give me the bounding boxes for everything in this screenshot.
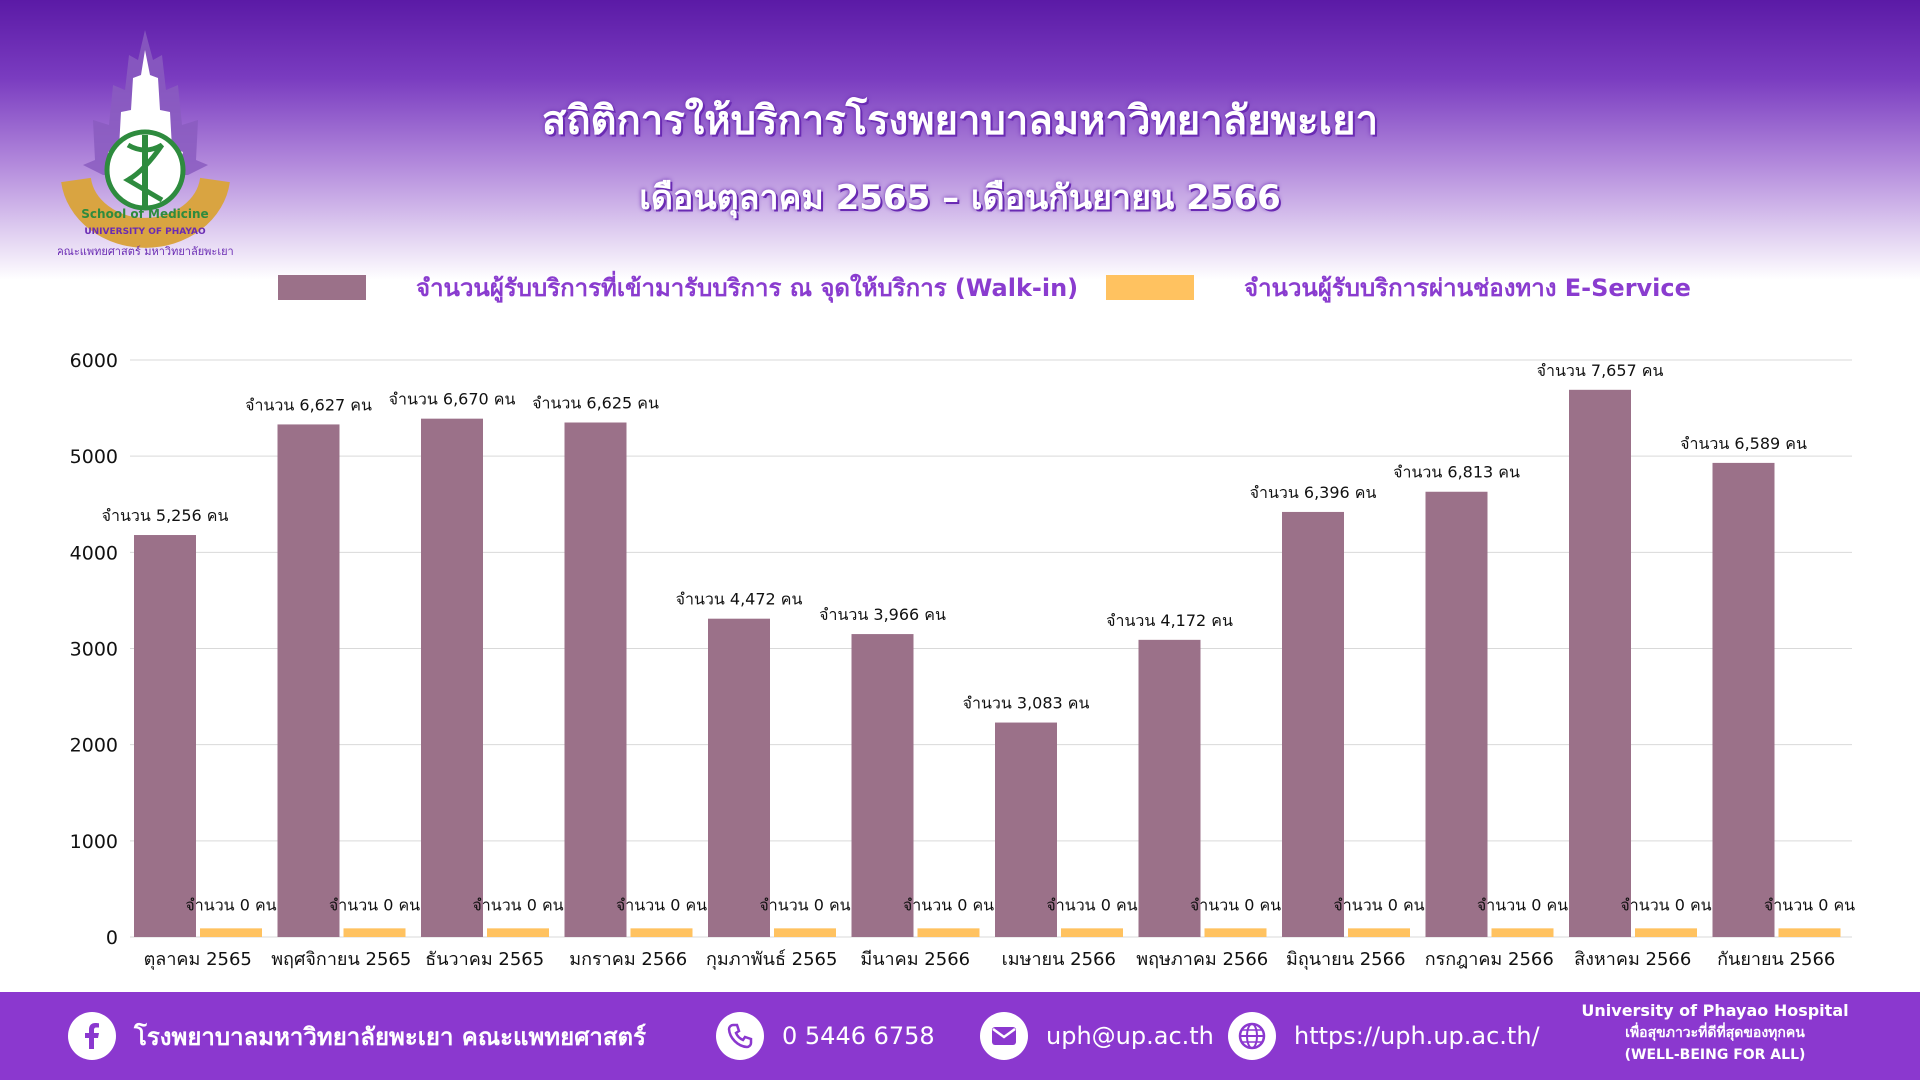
bar-walkin [1425,491,1488,937]
x-tick-label: พฤษภาคม 2566 [1136,949,1268,970]
email-icon [980,1012,1028,1060]
data-label-eservice: จำนวน 0 คน [616,895,707,914]
y-tick-label: 2000 [70,735,118,757]
bar-walkin [1712,462,1775,937]
legend-swatch-eservice [1106,275,1194,300]
y-tick-label: 3000 [70,639,118,661]
bar-walkin [277,424,340,938]
data-label-walkin: จำนวน 6,670 คน [389,390,516,409]
footer-email[interactable]: uph@up.ac.th [980,992,1214,1080]
header-banner: คณะแพทยศาสตร์ มหาวิทยาลัยพะเยา School of… [0,0,1920,280]
data-label-eservice: จำนวน 0 คน [185,895,276,914]
bar-eservice [1204,928,1267,937]
svg-text:คณะแพทยศาสตร์ มหาวิทยาลัยพะเยา: คณะแพทยศาสตร์ มหาวิทยาลัยพะเยา [58,245,233,258]
data-label-walkin: จำนวน 6,396 คน [1250,483,1377,502]
data-label-walkin: จำนวน 3,966 คน [819,605,946,624]
y-tick-label: 5000 [70,446,118,468]
footer-email-label: uph@up.ac.th [1046,1022,1214,1050]
bar-walkin [134,535,196,937]
data-label-eservice: จำนวน 0 คน [1620,895,1711,914]
data-label-eservice: จำนวน 0 คน [329,895,420,914]
legend-swatch-walkin [278,275,366,300]
bar-walkin [851,634,914,937]
data-label-walkin: จำนวน 3,083 คน [963,694,1090,713]
footer-website-label: https://uph.up.ac.th/ [1294,1022,1540,1050]
page-subtitle: เดือนตุลาคม 2565 – เดือนกันยายน 2566 [639,178,1281,218]
phone-icon [716,1012,764,1060]
x-tick-label: กันยายน 2566 [1717,949,1835,970]
x-tick-label: ธันวาคม 2565 [425,949,544,970]
x-tick-label: มีนาคม 2566 [860,949,970,970]
footer-bar: โรงพยาบาลมหาวิทยาลัยพะเยา คณะแพทยศาสตร์ … [0,992,1920,1080]
bar-eservice [1348,928,1410,937]
bar-eservice [774,928,836,937]
bar-eservice [200,928,262,937]
bar-walkin [1138,639,1201,937]
globe-icon [1228,1012,1276,1060]
y-tick-label: 1000 [70,831,118,853]
footer-org-block: University of Phayao Hospital เพื่อสุขภา… [1570,1000,1860,1066]
x-tick-label: ตุลาคม 2565 [144,949,252,970]
bar-walkin [1282,511,1344,937]
bar-eservice [917,928,980,937]
bar-walkin [421,418,483,937]
bar-eservice [487,928,549,937]
footer-facebook-label: โรงพยาบาลมหาวิทยาลัยพะเยา คณะแพทยศาสตร์ [134,1022,647,1051]
x-tick-label: กรกฎาคม 2566 [1425,949,1554,970]
bar-walkin [708,618,770,937]
legend-item-eservice: จำนวนผู้รับบริการผ่านช่องทาง E-Service [1106,268,1691,307]
footer-org-name: University of Phayao Hospital [1581,1001,1849,1020]
bar-eservice [1491,928,1554,937]
bar-walkin [995,722,1057,937]
y-tick-label: 0 [106,927,118,949]
footer-phone-label: 0 5446 6758 [782,1022,935,1050]
data-label-walkin: จำนวน 5,256 คน [102,506,229,525]
data-label-eservice: จำนวน 0 คน [1190,895,1281,914]
legend-label-eservice: จำนวนผู้รับบริการผ่านช่องทาง E-Service [1244,274,1691,302]
chart-legend: จำนวนผู้รับบริการที่เข้ามารับบริการ ณ จุ… [0,268,1920,308]
footer-website[interactable]: https://uph.up.ac.th/ [1228,992,1540,1080]
y-tick-label: 4000 [70,542,118,564]
data-label-walkin: จำนวน 7,657 คน [1537,361,1664,380]
data-label-walkin: จำนวน 4,472 คน [676,590,803,609]
x-tick-label: พฤศจิกายน 2565 [271,949,411,970]
footer-slogan-th: เพื่อสุขภาวะที่ดีที่สุดของทุกคน [1625,1025,1805,1041]
data-label-eservice: จำนวน 0 คน [759,895,850,914]
data-label-walkin: จำนวน 6,627 คน [245,395,372,414]
x-tick-label: สิงหาคม 2566 [1574,949,1691,970]
legend-item-walkin: จำนวนผู้รับบริการที่เข้ามารับบริการ ณ จุ… [278,268,1078,307]
bar-eservice [1635,928,1697,937]
bar-eservice [1778,928,1841,937]
page-title: สถิติการให้บริการโรงพยาบาลมหาวิทยาลัยพะเ… [541,98,1379,144]
footer-phone[interactable]: 0 5446 6758 [716,992,935,1080]
data-label-walkin: จำนวน 6,625 คน [532,394,659,413]
data-label-eservice: จำนวน 0 คน [472,895,563,914]
data-label-walkin: จำนวน 4,172 คน [1106,611,1233,630]
data-label-walkin: จำนวน 6,589 คน [1680,434,1807,453]
x-tick-label: เมษายน 2566 [1002,949,1116,970]
svg-text:UNIVERSITY OF PHAYAO: UNIVERSITY OF PHAYAO [84,227,206,237]
data-label-eservice: จำนวน 0 คน [1046,895,1137,914]
footer-slogan-en: (WELL-BEING FOR ALL) [1624,1047,1806,1063]
data-label-eservice: จำนวน 0 คน [1764,895,1855,914]
x-tick-label: มิถุนายน 2566 [1286,949,1406,970]
data-label-eservice: จำนวน 0 คน [1333,895,1424,914]
data-label-eservice: จำนวน 0 คน [903,895,994,914]
data-label-walkin: จำนวน 6,813 คน [1393,463,1520,482]
x-tick-label: กุมภาพันธ์ 2565 [706,949,837,970]
bar-walkin [1569,389,1631,938]
bar-eservice [343,928,406,937]
bar-eservice [630,928,693,937]
school-of-medicine-logo-icon: คณะแพทยศาสตร์ มหาวิทยาลัยพะเยา School of… [58,30,233,258]
legend-label-walkin: จำนวนผู้รับบริการที่เข้ามารับบริการ ณ จุ… [416,274,1079,302]
data-label-eservice: จำนวน 0 คน [1477,895,1568,914]
svg-text:School of Medicine: School of Medicine [81,207,208,221]
bar-walkin [564,422,627,938]
facebook-icon [68,1012,116,1060]
y-tick-label: 6000 [70,350,118,372]
bar-eservice [1061,928,1123,937]
footer-facebook[interactable]: โรงพยาบาลมหาวิทยาลัยพะเยา คณะแพทยศาสตร์ [68,992,646,1080]
x-tick-label: มกราคม 2566 [569,949,687,970]
